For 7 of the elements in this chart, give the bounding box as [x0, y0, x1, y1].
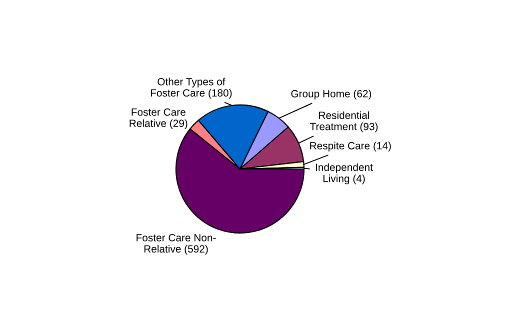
slice-label: Group Home (62) — [291, 90, 372, 100]
slice-label: Other Types of Foster Care (180) — [150, 78, 232, 99]
slice-label: Respite Care (14) — [310, 142, 391, 152]
slice-label: Foster Care Non- Relative (592) — [136, 234, 216, 255]
slice-label: Independent Living (4) — [316, 163, 373, 184]
slice-label: Foster Care Relative (29) — [130, 108, 188, 130]
slice-label: Residential Treatment (93) — [310, 111, 378, 132]
